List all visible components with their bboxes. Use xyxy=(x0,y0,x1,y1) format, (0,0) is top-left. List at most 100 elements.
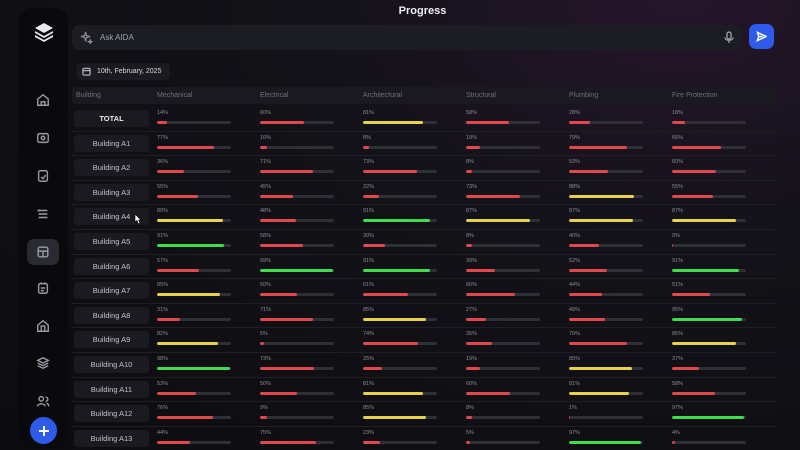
progress-fill xyxy=(260,145,268,149)
row-label[interactable]: Building A7 xyxy=(74,282,149,300)
progress-cell: 49% xyxy=(569,307,645,325)
percent-label: 22% xyxy=(363,183,375,190)
progress-cell: 71% xyxy=(260,307,336,325)
table-row[interactable]: Building A10 98% 73% 25% 19% 85% 37% xyxy=(72,353,776,378)
progress-cell: 8% xyxy=(466,233,542,251)
row-label[interactable]: Building A4 xyxy=(74,208,149,226)
table-row[interactable]: Building A5 91% 58% 30% 8% 40% 0% xyxy=(72,230,776,255)
users-icon[interactable] xyxy=(31,389,55,413)
progress-cell: 91% xyxy=(672,258,748,276)
progress-cell: 58% xyxy=(466,110,542,128)
progress-track xyxy=(569,170,643,174)
table-row[interactable]: Building A7 85% 50% 61% 66% 44% 51% xyxy=(72,279,776,304)
table-row[interactable]: Building A9 82% 5% 74% 35% 79% 86% xyxy=(72,328,776,353)
percent-label: 31% xyxy=(157,306,169,313)
row-label[interactable]: Building A3 xyxy=(74,183,149,201)
progress-track xyxy=(157,170,231,174)
progress-fill xyxy=(569,391,629,395)
progress-fill xyxy=(569,121,590,124)
row-label[interactable]: Building A12 xyxy=(74,405,149,423)
progress-track xyxy=(157,121,231,124)
send-button[interactable] xyxy=(749,24,774,49)
row-label[interactable]: Building A9 xyxy=(74,331,149,349)
table-row[interactable]: TOTAL 14% 60% 81% 58% 28% 18% xyxy=(72,107,776,132)
progress-cell: 85% xyxy=(157,282,233,300)
building-icon[interactable] xyxy=(31,314,55,338)
microphone-icon[interactable] xyxy=(723,31,735,44)
progress-track xyxy=(260,268,334,272)
table-row[interactable]: Building A11 53% 50% 81% 60% 81% 58% xyxy=(72,378,776,403)
percent-label: 82% xyxy=(157,331,169,338)
progress-track xyxy=(672,145,746,149)
percent-label: 27% xyxy=(466,306,478,313)
home-icon[interactable] xyxy=(31,88,55,112)
progress-cell: 44% xyxy=(157,430,233,448)
percent-label: 89% xyxy=(157,208,169,215)
progress-fill xyxy=(672,121,686,124)
progress-track xyxy=(363,293,437,297)
progress-track xyxy=(363,170,437,174)
layers-icon[interactable] xyxy=(31,351,55,375)
percent-label: 58% xyxy=(260,233,272,239)
column-header: Building xyxy=(76,92,101,99)
date-picker[interactable]: 10th, February, 2025 xyxy=(76,63,170,80)
percent-label: 86% xyxy=(672,331,684,338)
progress-fill xyxy=(672,145,721,149)
percent-label: 66% xyxy=(466,282,478,289)
table-row[interactable]: Building A6 57% 99% 91% 39% 52% 91% xyxy=(72,255,776,280)
row-label[interactable]: Building A5 xyxy=(74,233,149,250)
row-label[interactable]: Building A1 xyxy=(74,134,149,152)
row-label[interactable]: Building A13 xyxy=(74,429,149,447)
table-row[interactable]: Building A3 55% 45% 22% 73% 88% 55% xyxy=(72,181,776,206)
progress-cell: 35% xyxy=(466,331,542,349)
progress-fill xyxy=(157,440,190,444)
table-row[interactable]: Building A2 36% 71% 73% 8% 53% 60% xyxy=(72,156,776,181)
row-label[interactable]: Building A10 xyxy=(74,356,149,373)
progress-fill xyxy=(569,145,628,149)
progress-track xyxy=(157,342,231,346)
progress-cell: 1% xyxy=(569,405,645,423)
add-button[interactable] xyxy=(30,417,57,444)
percent-label: 45% xyxy=(260,183,272,190)
table-row[interactable]: Building A13 44% 75% 23% 5% 97% 4% xyxy=(72,427,776,450)
progress-track xyxy=(260,194,334,198)
progress-track xyxy=(157,145,231,149)
percent-label: 28% xyxy=(569,110,581,116)
document-icon[interactable] xyxy=(31,164,55,188)
row-label[interactable]: TOTAL xyxy=(74,110,149,127)
table-row[interactable]: Building A1 77% 10% 8% 19% 79% 66% xyxy=(72,132,776,157)
layout-icon[interactable] xyxy=(27,239,59,265)
progress-track xyxy=(260,342,334,346)
progress-track xyxy=(466,145,540,149)
ask-input[interactable] xyxy=(100,29,700,46)
row-label[interactable]: Building A11 xyxy=(74,380,149,398)
list-icon[interactable] xyxy=(31,202,55,226)
progress-track xyxy=(363,219,437,223)
table-row[interactable]: Building A12 76% 9% 85% 8% 1% 97% xyxy=(72,402,776,427)
progress-track xyxy=(672,194,746,198)
percent-label: 76% xyxy=(157,405,169,412)
progress-fill xyxy=(260,416,267,420)
progress-cell: 19% xyxy=(466,356,542,374)
progress-fill xyxy=(569,293,602,297)
sparkle-icon xyxy=(80,31,94,46)
plus-icon xyxy=(38,425,49,436)
table-row[interactable]: Building A4 89% 48% 91% 87% 87% 87% xyxy=(72,205,776,230)
progress-cell: 81% xyxy=(569,381,645,399)
progress-fill xyxy=(363,317,426,321)
progress-fill xyxy=(672,194,713,198)
inbox-icon[interactable] xyxy=(31,126,55,150)
progress-track xyxy=(260,440,334,444)
percent-label: 48% xyxy=(260,208,272,215)
progress-fill xyxy=(260,342,264,346)
progress-cell: 99% xyxy=(260,258,336,276)
column-header: Structural xyxy=(466,92,496,99)
row-label[interactable]: Building A2 xyxy=(74,159,149,177)
row-label[interactable]: Building A8 xyxy=(74,306,149,324)
progress-fill xyxy=(157,416,214,420)
table-row[interactable]: Building A8 31% 71% 85% 27% 49% 95% xyxy=(72,304,776,329)
progress-fill xyxy=(157,170,184,174)
row-label[interactable]: Building A6 xyxy=(74,257,149,275)
progress-fill xyxy=(672,440,675,444)
calendar-icon[interactable] xyxy=(31,276,55,300)
